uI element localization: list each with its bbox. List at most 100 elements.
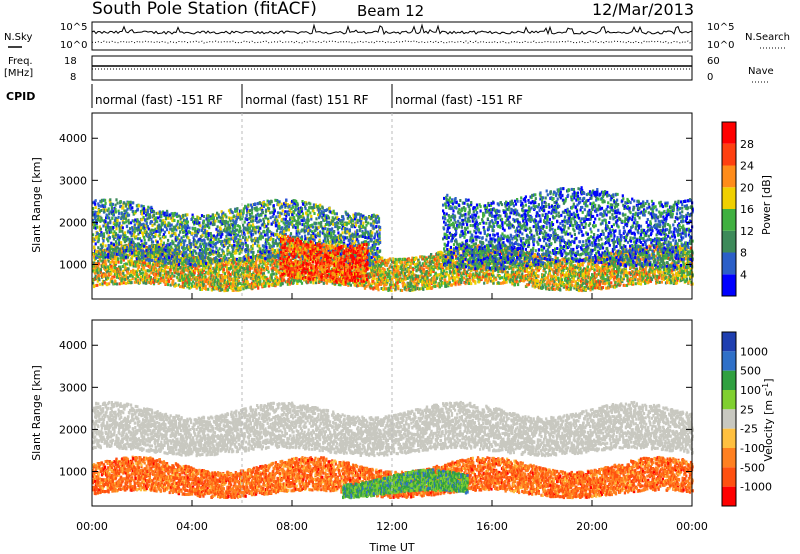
power-cell [544,268,546,271]
power-cell [110,265,112,268]
power-cell [373,277,375,280]
power-cell [423,256,425,259]
power-cell [168,280,170,283]
power-cell [549,283,551,286]
noise-right-bottom-tick: 10^0 [707,40,734,51]
power-cell [461,276,463,279]
power-cell [98,262,100,265]
noise-strip: N.Sky 10^5 10^0 10^5 10^0 N.Search [4,22,790,51]
power-cell [97,271,99,274]
power-cell [537,280,539,283]
power-cell [483,282,485,285]
power-cell [537,275,539,278]
power-cell [207,288,209,291]
power-cell [449,271,451,274]
power-cell [272,269,274,272]
power-cell [469,279,471,282]
power-cell [149,264,151,267]
power-cell [167,283,169,286]
power-cell [441,277,443,280]
power-cell [175,284,177,287]
power-cell [408,259,410,262]
power-cell [293,279,295,282]
power-cell [139,261,141,264]
power-cell [105,263,107,266]
power-cell [557,273,559,276]
power-cell [419,262,421,265]
power-cell [111,277,113,280]
power-cell [205,285,207,288]
power-cell [138,265,140,268]
power-cell [514,283,516,286]
power-cell [548,280,550,283]
power-cell [561,278,563,281]
power-cell [507,271,509,274]
power-cell [98,274,100,277]
power-cell [434,285,436,288]
power-cell [257,287,259,290]
power-cell [555,276,557,279]
nsky-trace [92,25,692,34]
power-cell [117,258,119,261]
power-cell [407,263,409,266]
freq-bottom-tick: 8 [70,72,76,83]
power-cell [410,266,412,269]
nsky-label: N.Sky [4,32,32,43]
power-cell [423,270,425,273]
power-cell [312,281,314,284]
freq-top-tick: 18 [64,56,77,67]
power-cell [435,272,437,275]
power-cell [116,276,118,279]
cpid-label: CPID [6,90,35,103]
power-scatter-cells [92,186,694,292]
power-cell [490,277,492,280]
freq-strip-frame [92,56,692,80]
power-ylabel: Slant Range [km] [30,157,43,253]
power-cell [444,282,446,285]
power-cell [448,277,450,280]
power-cell [495,278,497,281]
power-cell [361,284,363,287]
power-cell [99,283,101,286]
power-cell [350,284,352,287]
power-cell [224,272,226,275]
power-cell [444,278,446,281]
power-cell [406,288,408,291]
power-cell [553,283,555,286]
power-cell [504,281,506,284]
power-cell [98,278,100,281]
power-cell [555,256,557,259]
power-cell [485,278,487,281]
power-cell [499,277,501,280]
power-cell [301,282,303,285]
power-cell [113,275,115,278]
power-cell [110,272,112,275]
power-cell [125,282,127,285]
power-cell [414,263,416,266]
power-cell [517,283,519,286]
power-cell [422,288,424,291]
noise-right-top-tick: 10^5 [707,22,734,33]
power-cell [517,276,519,279]
power-cell [163,279,165,282]
power-cell [463,276,465,279]
power-cell [412,268,414,271]
freq-label: Freq. [8,56,33,67]
power-cell [458,273,460,276]
power-cell [159,273,161,276]
power-cell [167,266,169,269]
power-cell [180,266,182,269]
power-cell [273,273,275,276]
power-cell [274,249,276,252]
power-cell [397,287,399,290]
power-cell [440,284,442,287]
power-cell [310,281,312,284]
power-cell [264,284,266,287]
power-cell [226,266,228,269]
power-cell [556,269,558,272]
power-cell [145,269,147,272]
power-cell [409,276,411,279]
power-cell [271,276,273,279]
